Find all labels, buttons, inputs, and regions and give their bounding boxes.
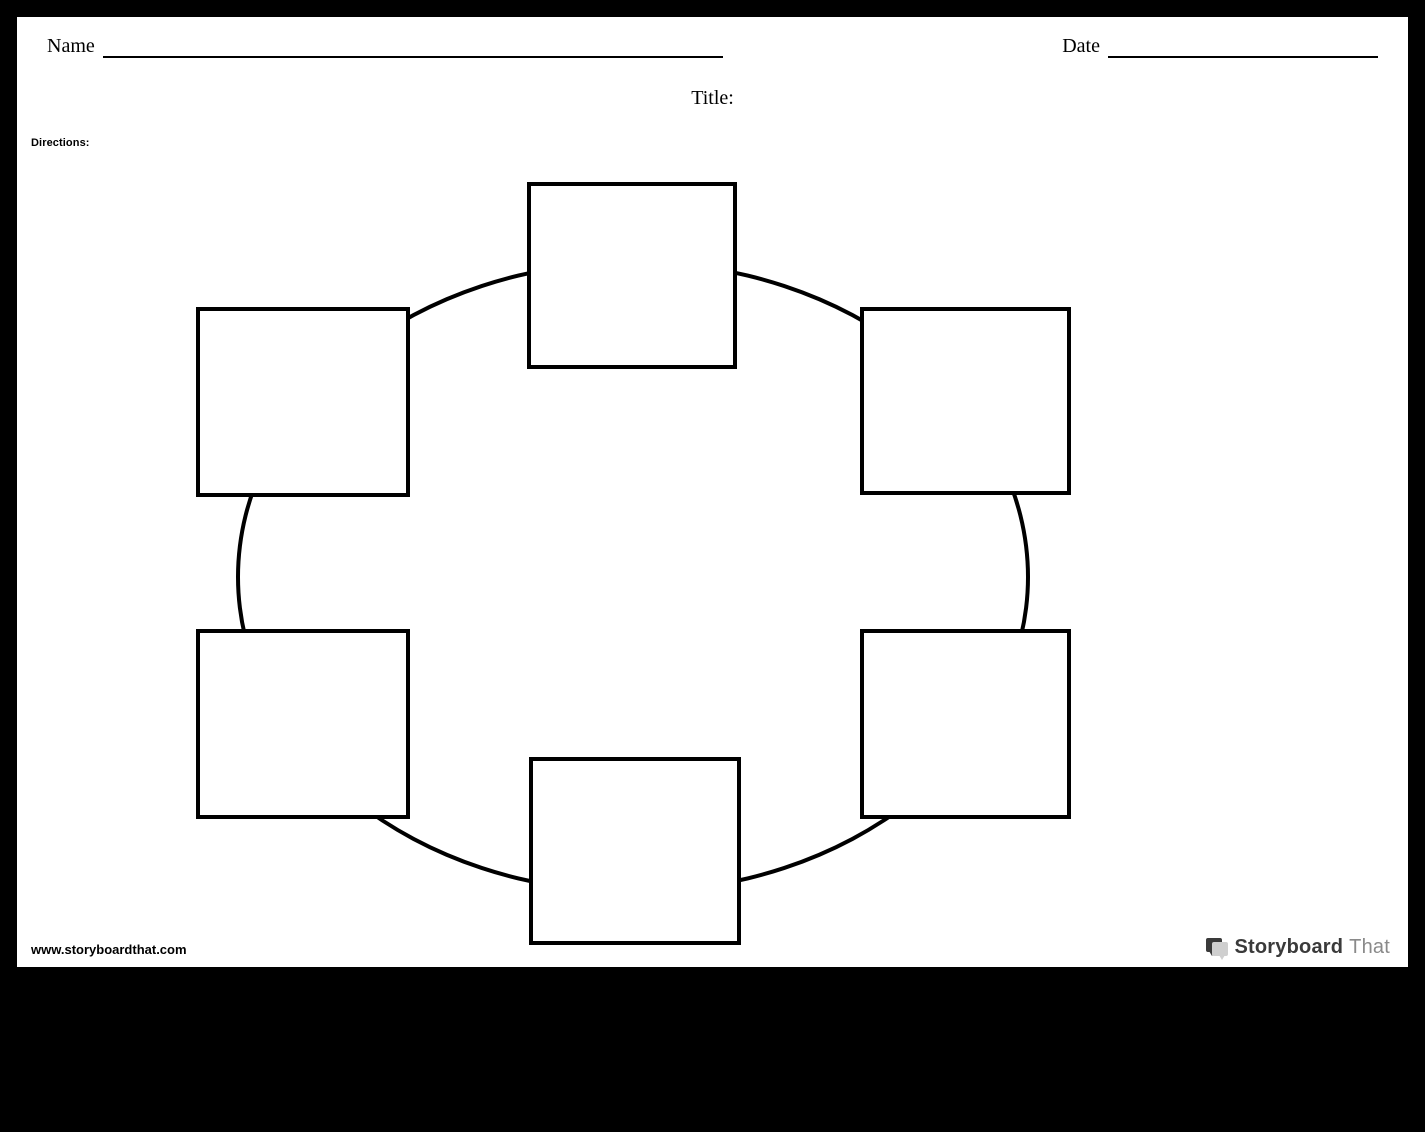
cycle-diagram bbox=[17, 172, 1408, 957]
title-row: Title: bbox=[17, 87, 1408, 110]
cycle-node-top-right[interactable] bbox=[860, 307, 1071, 495]
storyboardthat-icon bbox=[1206, 938, 1228, 958]
footer-logo: Storyboard That bbox=[1206, 936, 1390, 959]
name-input-line[interactable] bbox=[103, 36, 723, 58]
date-input-line[interactable] bbox=[1108, 36, 1378, 58]
cycle-node-bottom-right[interactable] bbox=[860, 629, 1071, 819]
footer-url: www.storyboardthat.com bbox=[31, 942, 187, 957]
date-field-block: Date bbox=[1062, 35, 1378, 58]
brand-text-2: That bbox=[1349, 936, 1390, 959]
title-label: Title: bbox=[691, 87, 734, 109]
cycle-node-bottom-left[interactable] bbox=[196, 629, 410, 819]
cycle-node-top-left[interactable] bbox=[196, 307, 410, 497]
brand-text-1: Storyboard bbox=[1234, 936, 1343, 959]
date-label: Date bbox=[1062, 35, 1100, 58]
page-outer-frame: Name Date Title: Directions: www.storybo… bbox=[0, 0, 1425, 1132]
cycle-node-bottom[interactable] bbox=[529, 757, 741, 945]
header-row: Name Date bbox=[47, 35, 1378, 58]
worksheet-page: Name Date Title: Directions: www.storybo… bbox=[12, 12, 1413, 972]
cycle-node-top[interactable] bbox=[527, 182, 737, 369]
name-label: Name bbox=[47, 35, 95, 58]
directions-label: Directions: bbox=[31, 137, 90, 149]
name-field-block: Name bbox=[47, 35, 723, 58]
